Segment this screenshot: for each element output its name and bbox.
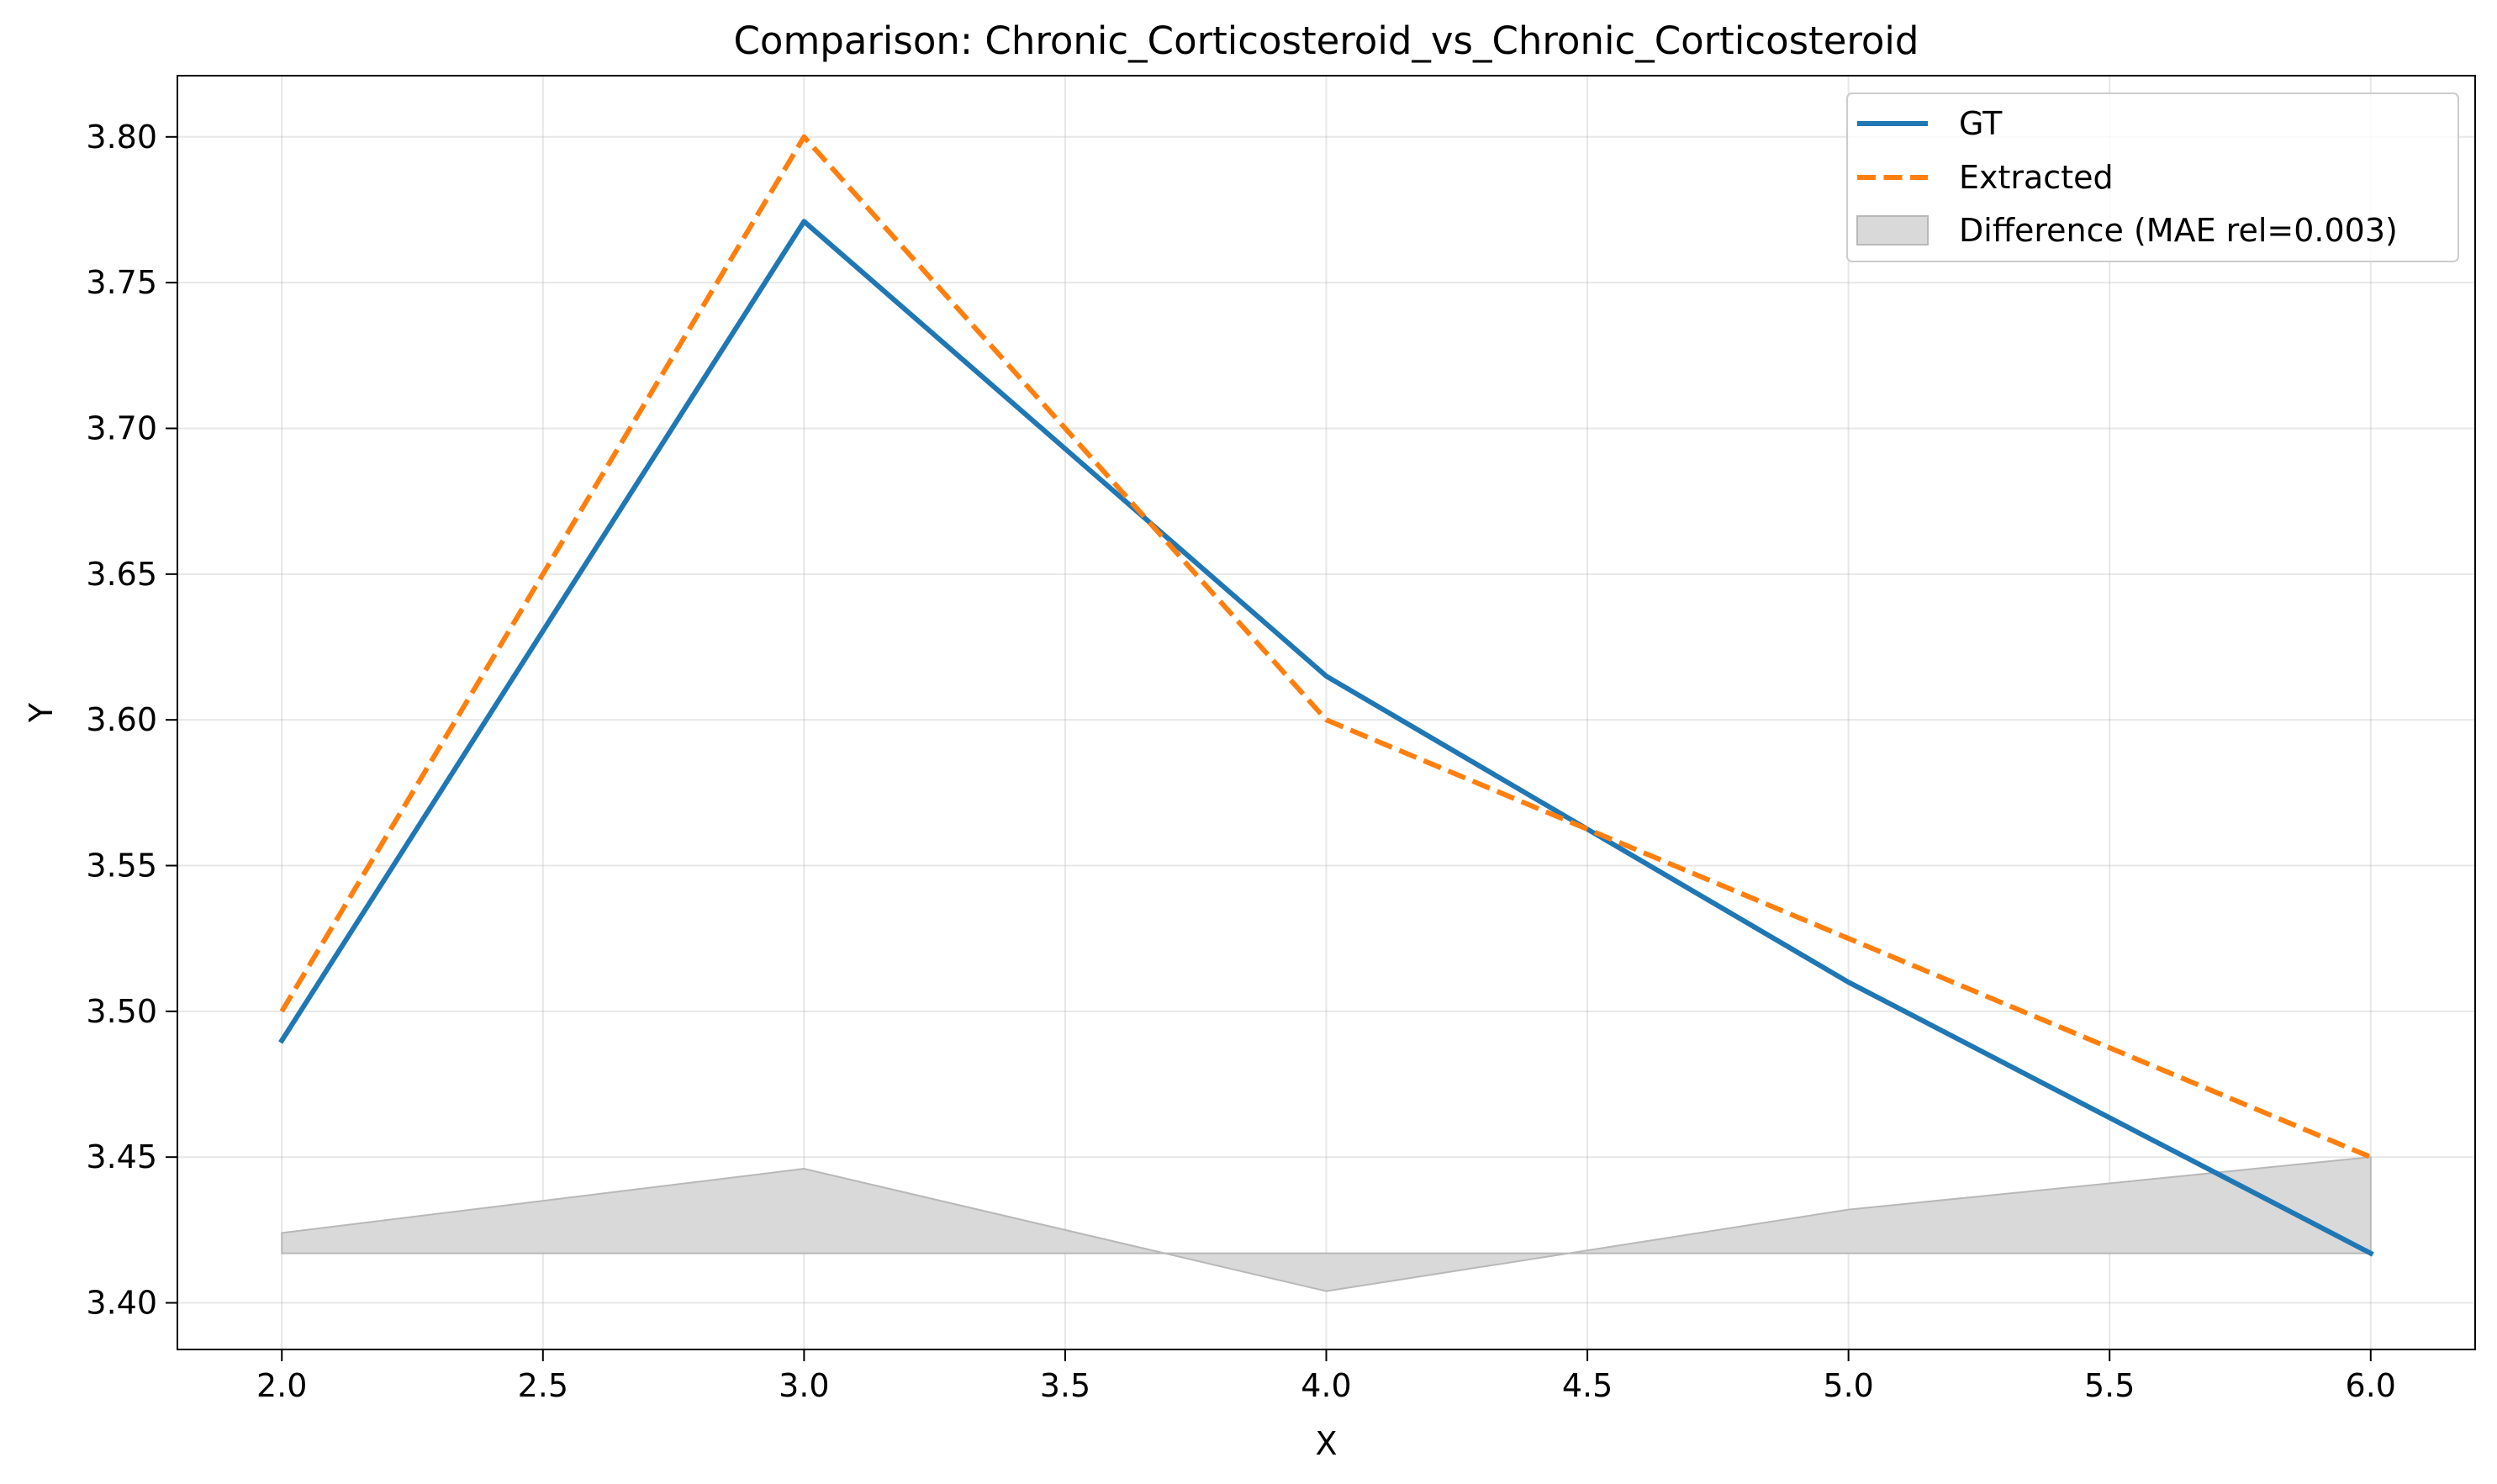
x-tick-label: 3.0 — [779, 1367, 829, 1404]
y-axis-label: Y — [23, 702, 60, 723]
series-line-gt — [278, 219, 2374, 1257]
legend-label-difference: Difference (MAE rel=0.003) — [1959, 212, 2398, 249]
y-tick-label: 3.75 — [86, 264, 157, 301]
legend-label-extracted: Extracted — [1959, 159, 2114, 196]
y-tick-label: 3.70 — [86, 409, 157, 446]
x-tick-label: 4.5 — [1562, 1367, 1613, 1404]
y-tick-label: 3.60 — [86, 701, 157, 738]
legend-box — [1846, 92, 2459, 262]
y-tick-label: 3.50 — [86, 993, 157, 1030]
y-tick-label: 3.65 — [86, 556, 157, 593]
series-line-extracted — [279, 134, 2372, 1159]
series-lines-layer — [278, 134, 2374, 1257]
x-tick-label: 4.0 — [1301, 1367, 1351, 1404]
x-tick-label: 5.5 — [2084, 1367, 2135, 1404]
y-tick-label: 3.55 — [86, 848, 157, 885]
y-tick-label: 3.80 — [86, 119, 157, 156]
x-tick-label: 6.0 — [2346, 1367, 2396, 1404]
legend: GT Extracted Difference (MAE rel=0.003) — [1846, 92, 2459, 262]
chart-title: Comparison: Chronic_Corticosteroid_vs_Ch… — [734, 18, 1919, 63]
x-tick-label: 2.0 — [256, 1367, 307, 1404]
x-tick-label: 5.0 — [1823, 1367, 1873, 1404]
y-tick-label: 3.40 — [86, 1285, 157, 1322]
legend-label-gt: GT — [1959, 105, 2003, 142]
axis-ticks: 2.0 2.5 3.0 3.5 4.0 4.5 5.0 5.5 6.0 3.40 3.45 3.50 3… — [86, 119, 2396, 1404]
x-tick-label: 2.5 — [518, 1367, 568, 1404]
y-tick-label: 3.45 — [86, 1138, 157, 1175]
x-tick-label: 3.5 — [1040, 1367, 1090, 1404]
legend-swatch-difference — [1856, 215, 1929, 246]
x-axis-label: X — [1315, 1425, 1337, 1462]
